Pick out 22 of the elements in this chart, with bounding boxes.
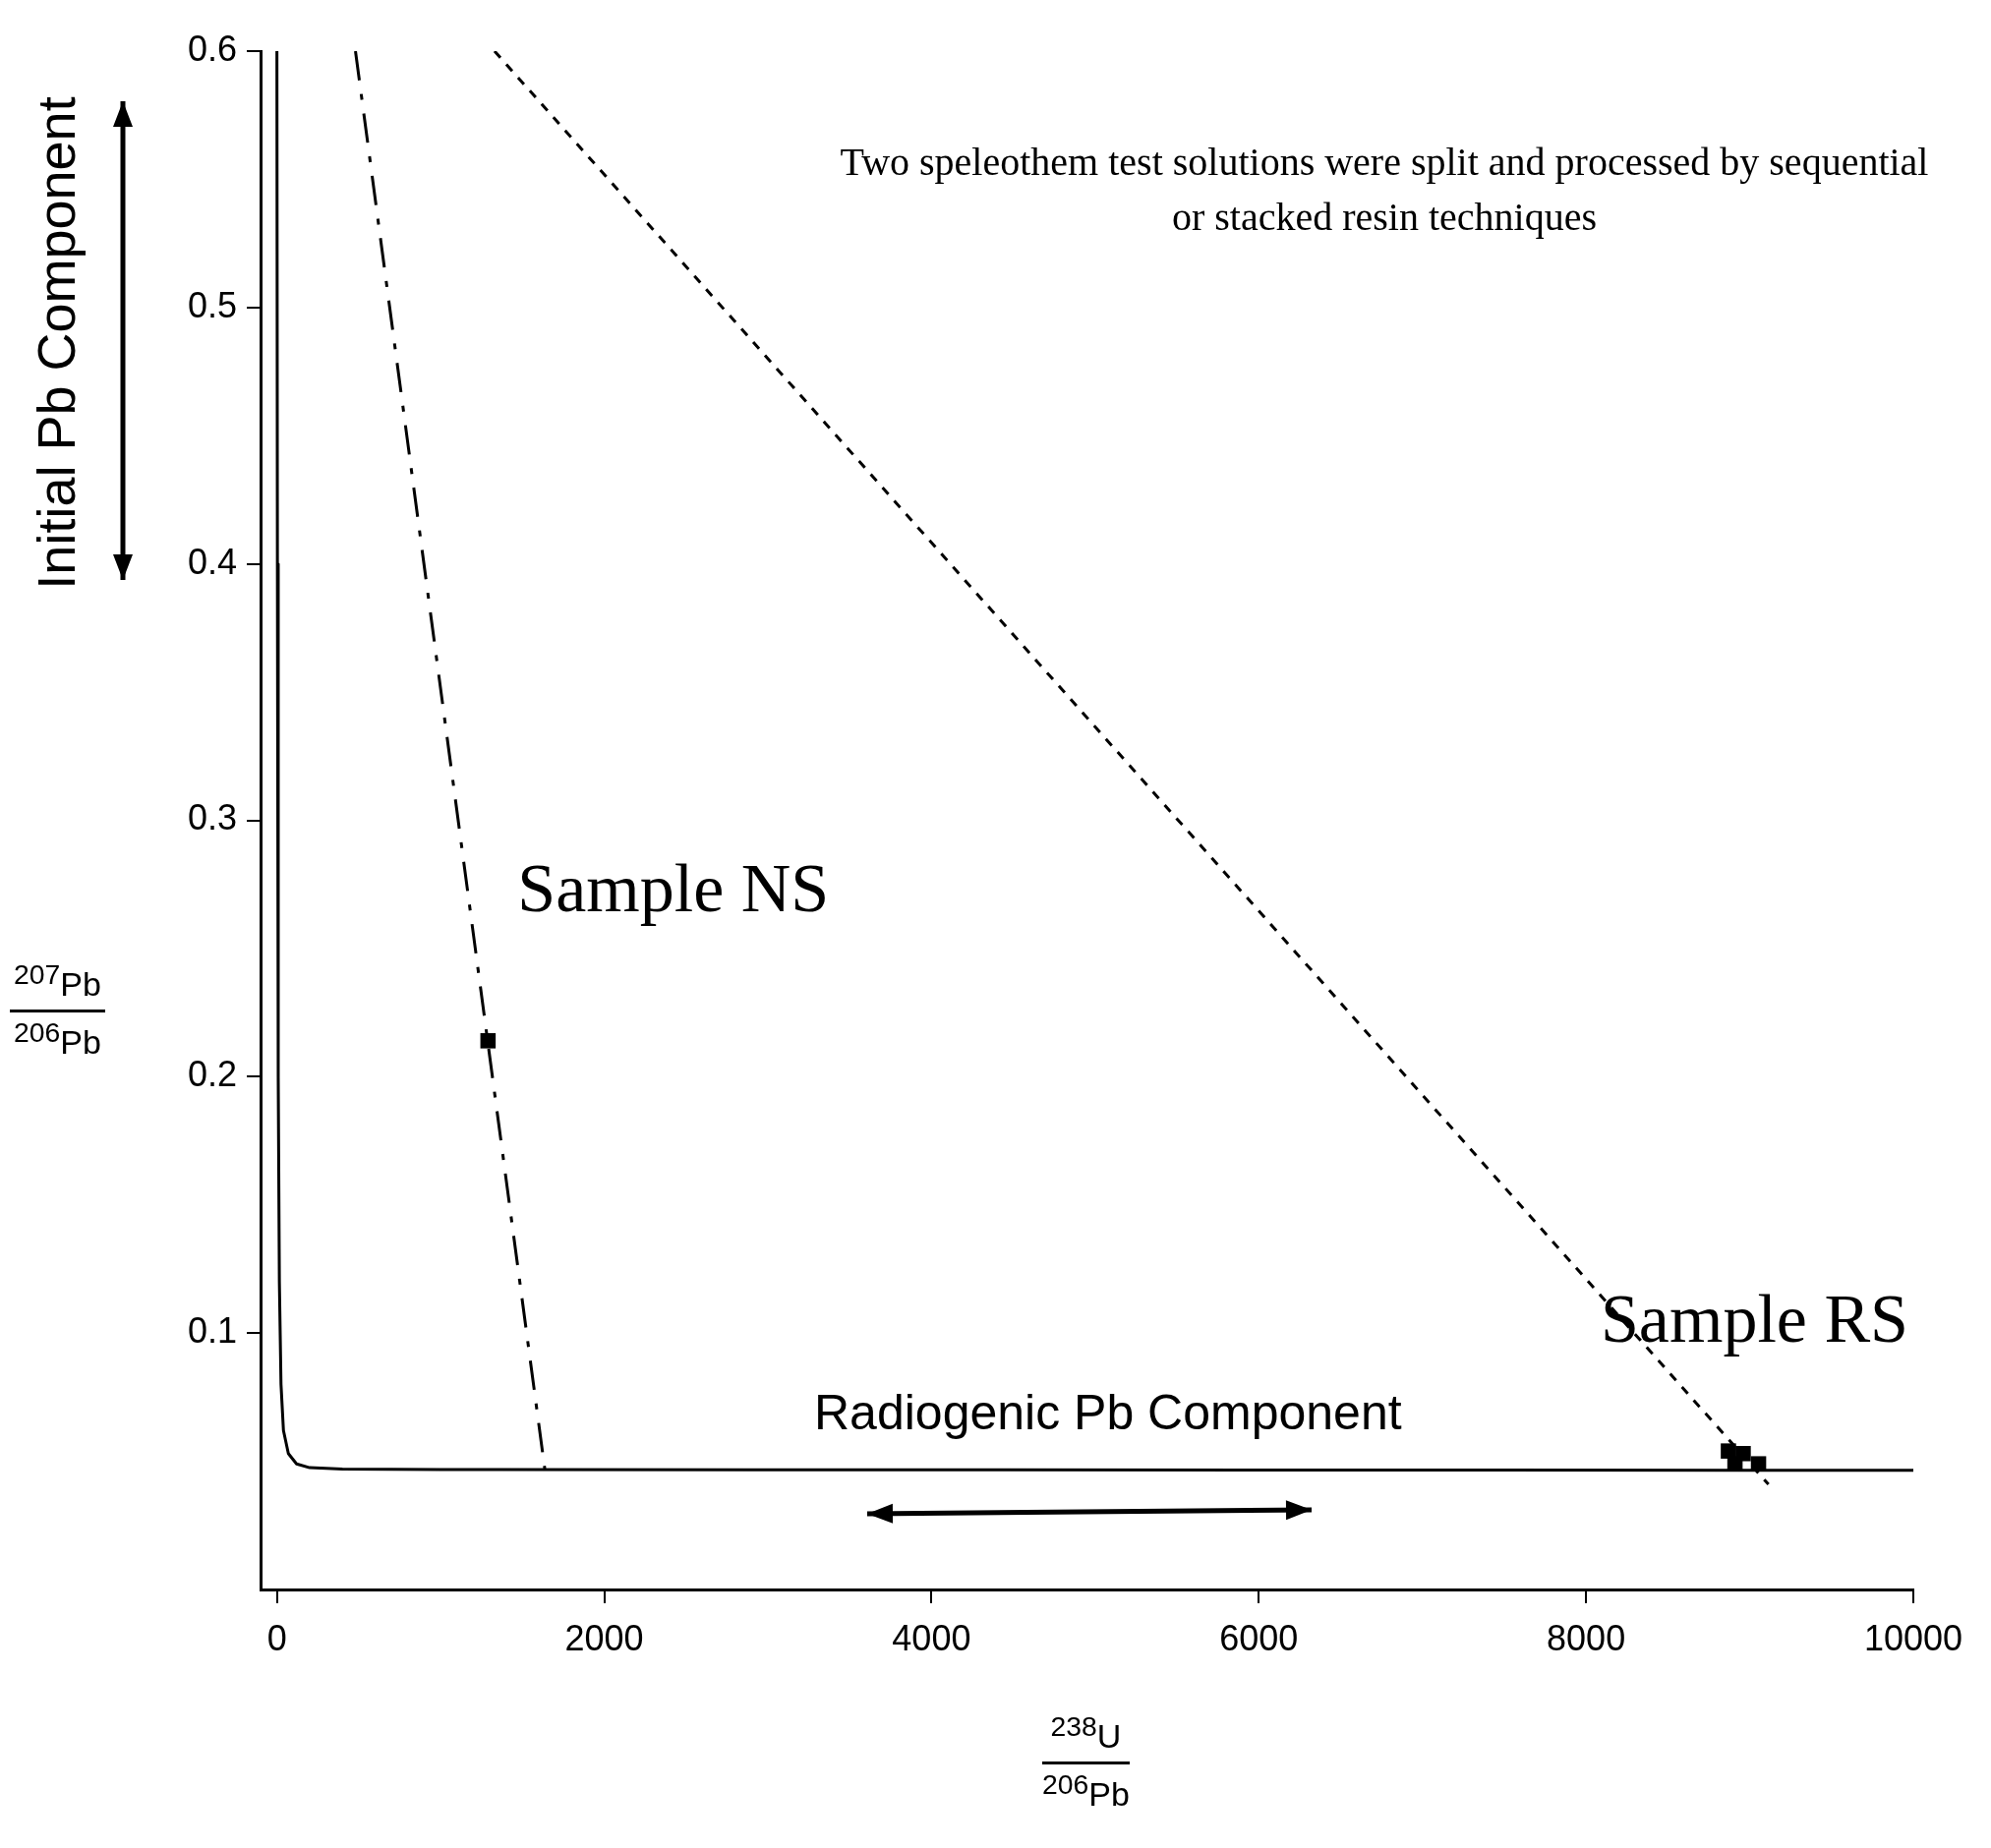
x-tick-label: 10000 [1863, 1617, 1963, 1658]
x-tick-label: 8000 [1547, 1617, 1626, 1658]
series-label: Sample NS [517, 850, 830, 927]
y-tick-label: 0.2 [187, 1054, 237, 1095]
annotation: Two speleothem test solutions were split and processed by sequential or stacked resin techniques [839, 139, 1930, 241]
text: Initial Pb Component [25, 96, 87, 590]
x-tick-label: 2000 [564, 1617, 644, 1658]
y-tick-label: 0.5 [187, 284, 237, 325]
series-label: Sample RS [1600, 1280, 1909, 1357]
point [480, 1033, 497, 1049]
x-tick-label: 4000 [892, 1617, 971, 1658]
y-axis-title: $^{207}$Pb $^{206}$Pb [13, 958, 102, 1063]
y-tick-label: 0.4 [187, 541, 237, 582]
x-tick-label: 0 [266, 1617, 287, 1658]
y-tick-label: 0.6 [187, 28, 237, 69]
point [1727, 1456, 1743, 1472]
x-axis-title: $^{238}$U $^{206}$Pb [1042, 1710, 1130, 1815]
y-tick-label: 0.3 [187, 797, 237, 838]
point [1750, 1456, 1767, 1472]
y-tick-label: 0.1 [187, 1310, 237, 1352]
x-tick-label: 6000 [1219, 1617, 1299, 1658]
annotation: Radiogenic Pb Component [814, 1384, 1402, 1441]
